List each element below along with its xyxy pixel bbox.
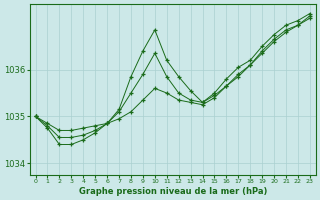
X-axis label: Graphe pression niveau de la mer (hPa): Graphe pression niveau de la mer (hPa) bbox=[78, 187, 267, 196]
